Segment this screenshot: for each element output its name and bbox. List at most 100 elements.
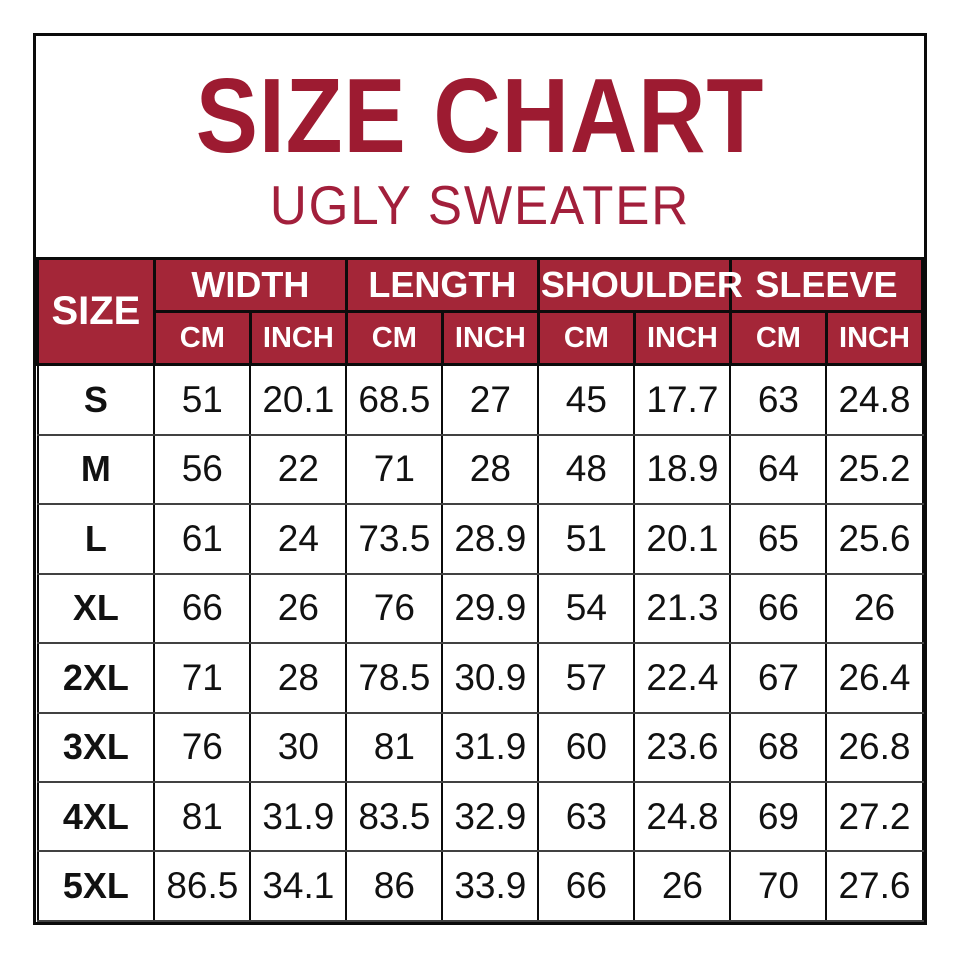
value-cell: 29.9	[441, 572, 540, 645]
table-row: S 51 20.1 68.5 27 45 17.7 63 24.8	[36, 363, 924, 436]
value-cell: 73.5	[345, 503, 444, 575]
unit-header-sleeve-cm: CM	[728, 310, 828, 366]
table-body: S 51 20.1 68.5 27 45 17.7 63 24.8 M 56 22 71 28 48 1…	[36, 363, 924, 922]
value-cell: 17.7	[633, 363, 732, 436]
table-row: L 61 24 73.5 28.9 51 20.1 65 25.6	[36, 503, 924, 575]
value-cell: 56	[153, 433, 252, 506]
value-cell: 31.9	[249, 780, 348, 853]
unit-header-length-cm: CM	[344, 310, 444, 366]
value-cell: 63	[729, 363, 828, 436]
value-cell: 66	[153, 572, 252, 645]
col-header-shoulder: SHOULDER	[536, 257, 743, 313]
table-row: 5XL 86.5 34.1 86 33.9 66 26 70 27.6	[36, 850, 924, 922]
value-cell: 31.9	[441, 711, 540, 783]
value-cell: 71	[153, 642, 252, 714]
value-cell: 78.5	[345, 642, 444, 714]
value-cell: 83.5	[345, 780, 444, 853]
value-cell: 48	[537, 433, 636, 506]
value-cell: 51	[153, 363, 252, 436]
size-cell: XL	[36, 572, 156, 645]
value-cell: 21.3	[633, 572, 732, 645]
value-cell: 26	[249, 572, 348, 645]
value-cell: 61	[153, 503, 252, 575]
value-cell: 22	[249, 433, 348, 506]
value-cell: 63	[537, 780, 636, 853]
value-cell: 64	[729, 433, 828, 506]
value-cell: 24.8	[825, 363, 924, 436]
page-subtitle: UGLY SWEATER	[269, 174, 691, 237]
col-header-width: WIDTH	[152, 257, 348, 313]
size-cell: 4XL	[36, 780, 156, 853]
page-title: SIZE CHART	[195, 57, 765, 175]
value-cell: 86	[345, 850, 444, 922]
value-cell: 51	[537, 503, 636, 575]
unit-header-shoulder-cm: CM	[536, 310, 636, 366]
value-cell: 20.1	[249, 363, 348, 436]
value-cell: 68	[729, 711, 828, 783]
table-header-group-row: SIZE WIDTH LENGTH SHOULDER SLEEVE	[36, 257, 925, 366]
value-cell: 66	[729, 572, 828, 645]
value-cell: 68.5	[345, 363, 444, 436]
value-cell: 28	[441, 433, 540, 506]
size-chart-table: SIZE WIDTH LENGTH SHOULDER SLEEVE CM INC…	[36, 257, 925, 922]
size-cell: 3XL	[36, 711, 156, 783]
size-cell: M	[36, 433, 156, 506]
title-block: SIZE CHART UGLY SWEATER	[36, 36, 924, 257]
value-cell: 26	[825, 572, 924, 645]
value-cell: 23.6	[633, 711, 732, 783]
value-cell: 76	[153, 711, 252, 783]
value-cell: 76	[345, 572, 444, 645]
unit-header-length-inch: INCH	[440, 310, 540, 366]
value-cell: 70	[729, 850, 828, 922]
value-cell: 20.1	[633, 503, 732, 575]
value-cell: 18.9	[633, 433, 732, 506]
value-cell: 28.9	[441, 503, 540, 575]
size-cell: L	[36, 503, 156, 575]
unit-header-width-cm: CM	[152, 310, 252, 366]
value-cell: 34.1	[249, 850, 348, 922]
col-header-size: SIZE	[36, 257, 156, 366]
value-cell: 26.8	[825, 711, 924, 783]
value-cell: 27	[441, 363, 540, 436]
size-cell: 5XL	[36, 850, 156, 922]
value-cell: 25.2	[825, 433, 924, 506]
value-cell: 28	[249, 642, 348, 714]
col-header-length: LENGTH	[344, 257, 540, 313]
table-row: M 56 22 71 28 48 18.9 64 25.2	[36, 433, 924, 506]
value-cell: 57	[537, 642, 636, 714]
unit-header-width-inch: INCH	[248, 310, 348, 366]
value-cell: 66	[537, 850, 636, 922]
value-cell: 60	[537, 711, 636, 783]
unit-header-shoulder-inch: INCH	[632, 310, 732, 366]
value-cell: 65	[729, 503, 828, 575]
value-cell: 30.9	[441, 642, 540, 714]
size-chart-card: SIZE CHART UGLY SWEATER SIZE WIDTH LENGT…	[33, 33, 927, 925]
value-cell: 81	[153, 780, 252, 853]
col-header-sleeve: SLEEVE	[728, 257, 925, 313]
size-cell: 2XL	[36, 642, 156, 714]
value-cell: 81	[345, 711, 444, 783]
value-cell: 45	[537, 363, 636, 436]
table-row: 3XL 76 30 81 31.9 60 23.6 68 26.8	[36, 711, 924, 783]
table-row: 4XL 81 31.9 83.5 32.9 63 24.8 69 27.2	[36, 780, 924, 853]
unit-header-sleeve-inch: INCH	[824, 310, 925, 366]
value-cell: 69	[729, 780, 828, 853]
value-cell: 33.9	[441, 850, 540, 922]
size-cell: S	[36, 363, 156, 436]
value-cell: 24	[249, 503, 348, 575]
value-cell: 27.2	[825, 780, 924, 853]
value-cell: 26	[633, 850, 732, 922]
value-cell: 67	[729, 642, 828, 714]
value-cell: 71	[345, 433, 444, 506]
table-header: SIZE WIDTH LENGTH SHOULDER SLEEVE CM INC…	[36, 257, 925, 366]
table-row: 2XL 71 28 78.5 30.9 57 22.4 67 26.4	[36, 642, 924, 714]
table-row: XL 66 26 76 29.9 54 21.3 66 26	[36, 572, 924, 645]
table-header-units-row: CM INCH CM INCH CM INCH CM INCH	[38, 310, 925, 366]
value-cell: 32.9	[441, 780, 540, 853]
value-cell: 26.4	[825, 642, 924, 714]
value-cell: 25.6	[825, 503, 924, 575]
value-cell: 30	[249, 711, 348, 783]
value-cell: 24.8	[633, 780, 732, 853]
value-cell: 54	[537, 572, 636, 645]
value-cell: 27.6	[825, 850, 924, 922]
